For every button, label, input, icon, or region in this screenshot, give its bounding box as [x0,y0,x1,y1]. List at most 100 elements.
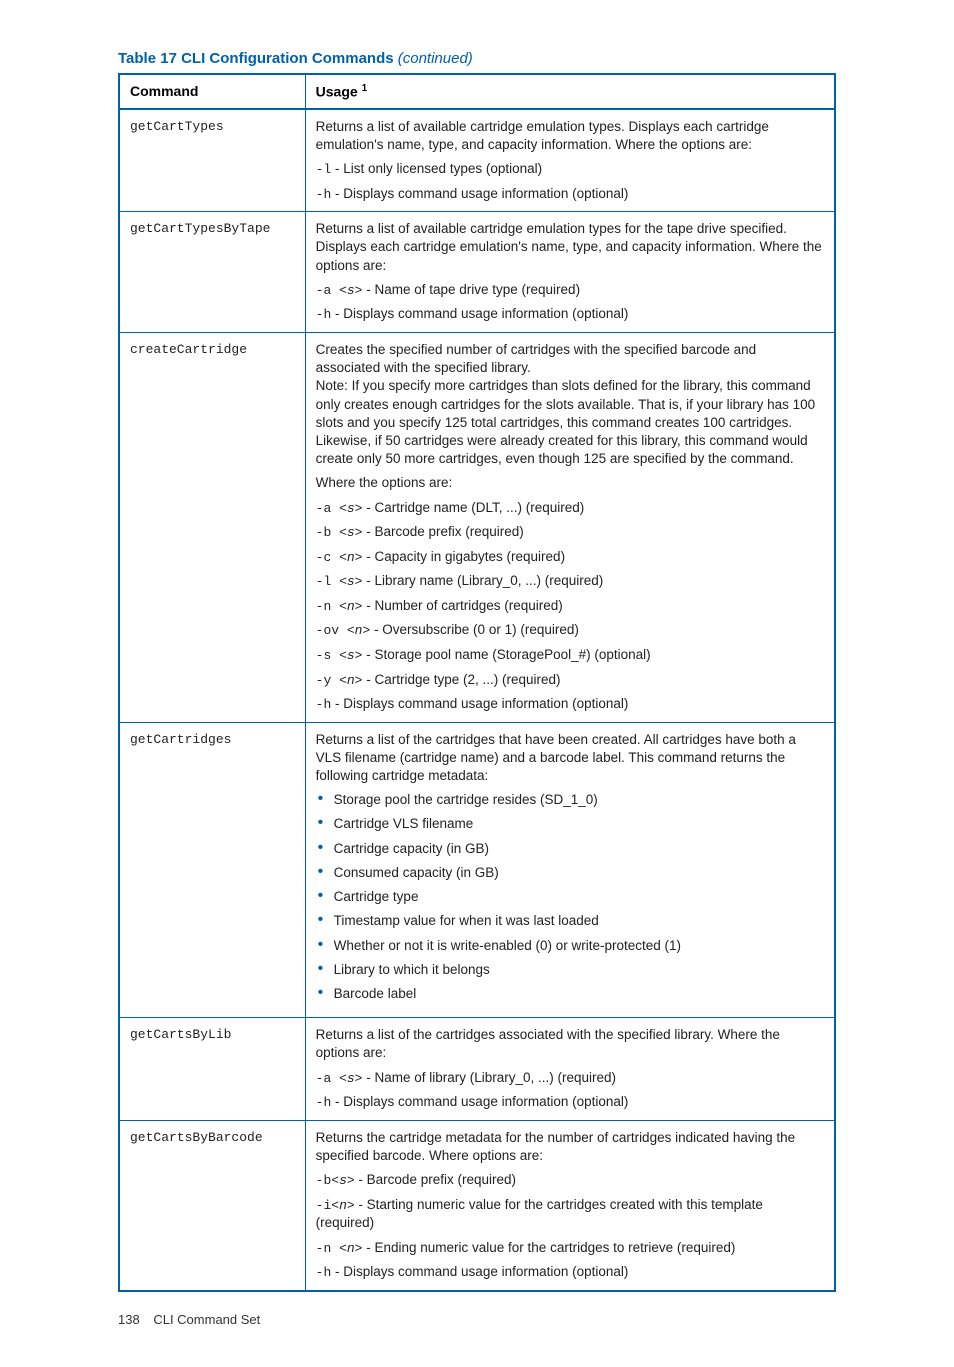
option-line: -c <n> - Capacity in gigabytes (required… [316,548,824,567]
usage-intro: Returns a list of available cartridge em… [316,118,824,154]
usage-intro: Returns the cartridge metadata for the n… [316,1129,824,1165]
option-arg: <s> [339,574,362,589]
command-cell: getCartridges [119,722,305,1018]
usage-intro: Returns a list of available cartridge em… [316,220,824,275]
option-flag: -y [316,673,339,688]
option-flag: -a [316,1071,339,1086]
option-desc: - Library name (Library_0, ...) (require… [362,573,603,588]
option-line: -h - Displays command usage information … [316,185,824,204]
option-line: -i<n> - Starting numeric value for the c… [316,1196,824,1233]
bullet-item: Timestamp value for when it was last loa… [334,912,824,930]
column-header-usage-sup: 1 [362,83,368,94]
option-arg: <n> [339,673,362,688]
usage-cell: Returns a list of available cartridge em… [305,212,835,333]
option-line: -h - Displays command usage information … [316,1263,824,1282]
option-arg: <n> [339,1241,362,1256]
option-line: -l <s> - Library name (Library_0, ...) (… [316,572,824,591]
option-desc: - Starting numeric value for the cartrid… [316,1197,763,1231]
bullet-item: Storage pool the cartridge resides (SD_1… [334,791,824,809]
option-flag: -h [316,187,332,202]
option-desc: - Number of cartridges (required) [362,598,562,613]
table-title: Table 17 CLI Configuration Commands (con… [118,50,836,67]
usage-cell: Creates the specified number of cartridg… [305,332,835,722]
table-row: getCartTypesByTapeReturns a list of avai… [119,212,835,333]
option-line: -a <s> - Name of library (Library_0, ...… [316,1069,824,1088]
column-header-usage: Usage 1 [305,74,835,109]
bullet-item: Whether or not it is write-enabled (0) o… [334,937,824,955]
bullet-item: Library to which it belongs [334,961,824,979]
option-flag: -l [316,574,339,589]
usage-intro: Creates the specified number of cartridg… [316,341,824,469]
option-flag: -a [316,283,339,298]
option-desc: - Displays command usage information (op… [331,1094,628,1109]
option-line: -h - Displays command usage information … [316,695,824,714]
option-flag: -l [316,162,332,177]
option-line: -n <n> - Number of cartridges (required) [316,597,824,616]
command-cell: getCartsByLib [119,1018,305,1121]
option-desc: - Barcode prefix (required) [355,1172,516,1187]
usage-cell: Returns a list of available cartridge em… [305,109,835,212]
column-header-command: Command [119,74,305,109]
option-flag: -b [316,525,339,540]
option-desc: - Cartridge name (DLT, ...) (required) [362,500,584,515]
option-line: -b <s> - Barcode prefix (required) [316,523,824,542]
option-desc: - Name of tape drive type (required) [362,282,580,297]
where-options: Where the options are: [316,474,824,492]
usage-cell: Returns a list of the cartridges that ha… [305,722,835,1018]
table-row: getCartsByLib Returns a list of the cartr… [119,1018,835,1121]
option-arg: <s> [339,1071,362,1086]
table-title-continued: (continued) [398,50,473,67]
table-row: createCartridgeCreates the specified num… [119,332,835,722]
option-flag: -a [316,501,339,516]
option-line: -a <s> - Name of tape drive type (requir… [316,281,824,300]
page-footer: 138 CLI Command Set [118,1312,836,1327]
option-arg: <s> [339,648,362,663]
option-line: -a <s> - Cartridge name (DLT, ...) (requ… [316,499,824,518]
bullet-item: Cartridge VLS filename [334,815,824,833]
usage-intro: Returns a list of the cartridges associa… [316,1026,824,1062]
option-desc: - Capacity in gigabytes (required) [362,549,565,564]
table-title-text: Table 17 CLI Configuration Commands [118,50,394,67]
column-header-usage-text: Usage [316,84,358,100]
usage-intro: Returns a list of the cartridges that ha… [316,731,824,786]
table-row: getCartTypes Returns a list of available … [119,109,835,212]
option-desc: - Displays command usage information (op… [331,186,628,201]
option-arg: <s> [339,525,362,540]
page-number: 138 [118,1312,140,1327]
option-arg: <s> [331,1173,354,1188]
option-flag: -h [316,307,332,322]
option-arg: <s> [339,283,362,298]
option-flag: -c [316,550,339,565]
option-arg: <n> [339,550,362,565]
option-arg: <s> [339,501,362,516]
bullet-item: Cartridge type [334,888,824,906]
option-desc: - Ending numeric value for the cartridge… [362,1240,735,1255]
option-line: -h - Displays command usage information … [316,305,824,324]
option-flag: -n [316,599,339,614]
option-arg: <n> [347,623,370,638]
option-flag: -b [316,1173,332,1188]
option-desc: - Displays command usage information (op… [331,696,628,711]
bullet-item: Consumed capacity (in GB) [334,864,824,882]
footer-section: CLI Command Set [153,1312,260,1327]
option-desc: - Barcode prefix (required) [362,524,523,539]
option-arg: <n> [339,599,362,614]
option-flag: -n [316,1241,339,1256]
option-flag: -i [316,1198,332,1213]
option-line: -y <n> - Cartridge type (2, ...) (requir… [316,671,824,690]
option-desc: - Name of library (Library_0, ...) (requ… [362,1070,616,1085]
option-line: -n <n> - Ending numeric value for the ca… [316,1239,824,1258]
option-desc: - Oversubscribe (0 or 1) (required) [370,622,579,637]
usage-cell: Returns the cartridge metadata for the n… [305,1120,835,1290]
command-cell: createCartridge [119,332,305,722]
command-cell: getCartTypes [119,109,305,212]
option-desc: - Cartridge type (2, ...) (required) [362,672,560,687]
option-flag: -h [316,697,332,712]
cli-commands-table: Command Usage 1 getCartTypesReturns a li… [118,73,836,1292]
option-line: -b<s> - Barcode prefix (required) [316,1171,824,1190]
option-line: -s <s> - Storage pool name (StoragePool_… [316,646,824,665]
option-desc: - List only licensed types (optional) [331,161,542,176]
table-row: getCartsByBarcodeReturns the cartridge m… [119,1120,835,1290]
bullet-item: Barcode label [334,985,824,1003]
option-arg: <n> [331,1198,354,1213]
